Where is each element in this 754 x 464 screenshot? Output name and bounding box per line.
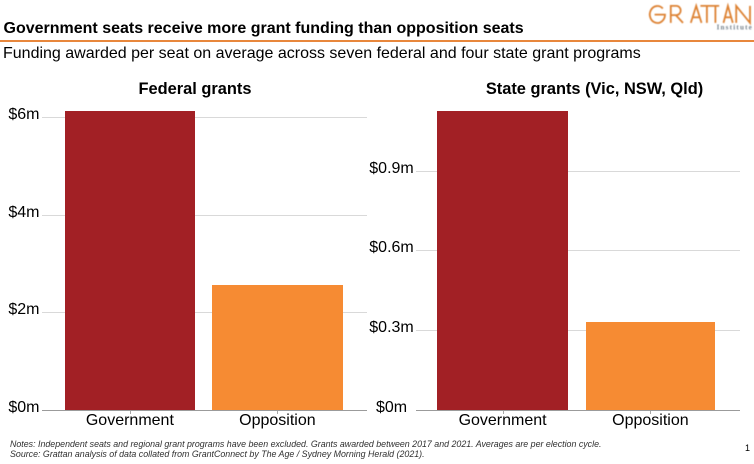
- svg-text:Institute: Institute: [717, 24, 753, 32]
